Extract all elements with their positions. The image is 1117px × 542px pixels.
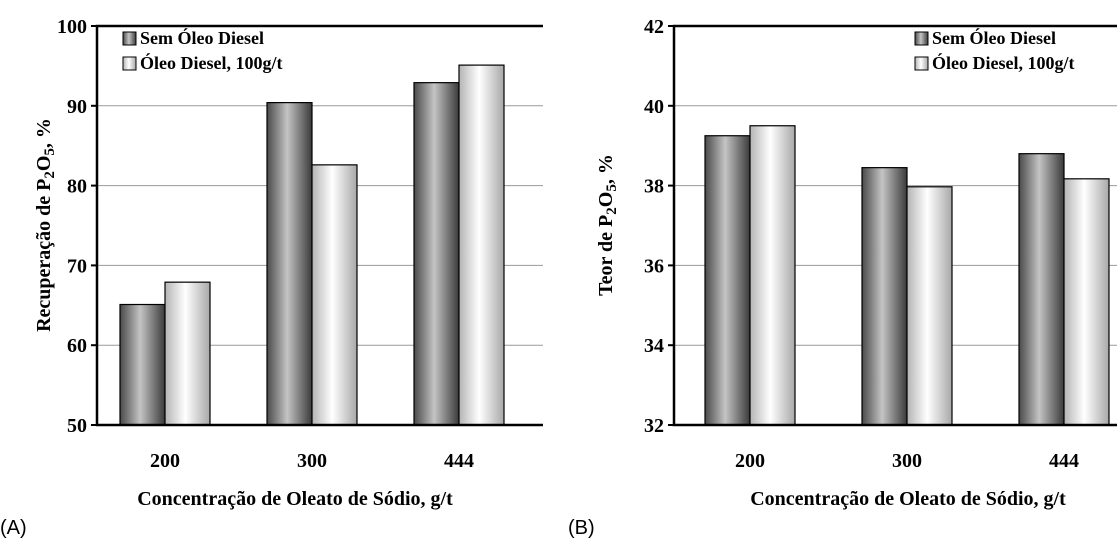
chart-a-bar-300-series-1 [266,102,313,426]
chart-b-ylabel-pre: Teor de P [595,215,617,296]
chart-b-bar-200-series-1 [704,135,751,426]
chart-b-legend-label: Sem Óleo Diesel [932,27,1056,48]
chart-b-ylabel: Teor de P2O5, % [595,154,620,296]
chart-b-legend-swatch [914,56,929,71]
chart-a-bars [119,64,505,426]
chart-a-ytick-label: 50 [67,415,87,437]
chart-a-bar-444-series-2 [458,64,505,426]
chart-b-xtick-label: 444 [1049,450,1079,472]
chart-b-xticks: 200 300 444 [735,450,1079,472]
chart-a-xticks: 200 300 444 [150,450,474,472]
chart-b-bar-300-series-1 [861,167,908,426]
chart-b-xtick-label: 200 [735,450,765,472]
chart-b-bars [704,125,1110,426]
chart-b-bar-200-series-2 [749,125,796,426]
chart-b-axes [668,24,1117,427]
chart-a-ytick-label: 80 [67,176,87,198]
chart-a-legend-label: Óleo Diesel, 100g/t [140,52,282,73]
chart-a-xtick-label: 200 [150,450,180,472]
chart-b-xtick-label: 300 [892,450,922,472]
chart-b-bar-300-series-2 [906,186,953,426]
chart-b-ytick-label: 40 [644,96,664,118]
chart-a-legend-swatch [122,56,137,71]
chart-a-bar-444-series-1 [413,82,460,426]
chart-b-ytick-label: 38 [644,176,664,198]
chart-a-ylabel-mid: O [33,156,55,172]
chart-a: 50 60 70 80 90 100 200 300 444 Sem Óleo Diesel Ó… [0,16,543,539]
chart-b-panel-label: (B) [568,517,595,539]
chart-a-xtick-label: 444 [444,450,474,472]
chart-a-bar-300-series-2 [311,164,358,426]
chart-a-bar-200-series-1 [119,303,166,426]
chart-b: 32 34 36 38 40 42 200 300 444 Sem Óleo Diesel Ól… [568,16,1117,539]
chart-a-yticks: 50 60 70 80 90 100 [57,16,87,437]
chart-a-legend-swatch [122,31,137,46]
chart-b-axis-frame [672,24,1117,427]
chart-a-ylabel-pre: Recuperação de P [33,179,55,332]
chart-b-ylabel-post: , % [595,154,617,184]
chart-b-yticks: 32 34 36 38 40 42 [644,16,664,437]
chart-b-ylabel-mid: O [595,192,617,208]
chart-b-legend: Sem Óleo Diesel Óleo Diesel, 100g/t [914,27,1074,73]
chart-b-ylabel-sub1: 2 [604,207,620,215]
chart-a-bar-200-series-2 [164,281,211,426]
chart-b-legend-label: Óleo Diesel, 100g/t [932,52,1074,73]
chart-a-ytick-label: 90 [67,96,87,118]
chart-a-legend-label: Sem Óleo Diesel [140,27,264,48]
chart-a-ylabel-sub1: 2 [42,171,58,179]
chart-b-ytick-label: 32 [644,415,664,437]
chart-a-xlabel: Concentração de Oleato de Sódio, g/t [137,488,453,510]
chart-a-ylabel-sub2: 5 [42,148,58,156]
chart-a-ytick-label: 60 [67,335,87,357]
chart-a-ytick-label: 100 [57,16,87,38]
chart-a-legend: Sem Óleo Diesel Óleo Diesel, 100g/t [122,27,282,73]
chart-b-xlabel: Concentração de Oleato de Sódio, g/t [750,488,1066,510]
chart-a-panel-label: (A) [0,517,27,539]
chart-b-bar-444-series-2 [1063,178,1110,426]
chart-a-ylabel: Recuperação de P2O5, % [33,118,58,332]
chart-a-axes [91,24,543,427]
chart-a-ylabel-post: , % [33,118,55,148]
chart-b-ytick-label: 34 [644,335,664,357]
chart-b-bar-444-series-1 [1018,153,1065,426]
chart-a-ytick-label: 70 [67,255,87,277]
chart-a-xtick-label: 300 [297,450,327,472]
chart-b-ylabel-sub2: 5 [604,184,620,192]
chart-b-ytick-label: 36 [644,255,664,277]
chart-b-legend-swatch [914,31,929,46]
chart-b-ytick-label: 42 [644,16,664,38]
chart-a-axis-frame [95,24,543,427]
